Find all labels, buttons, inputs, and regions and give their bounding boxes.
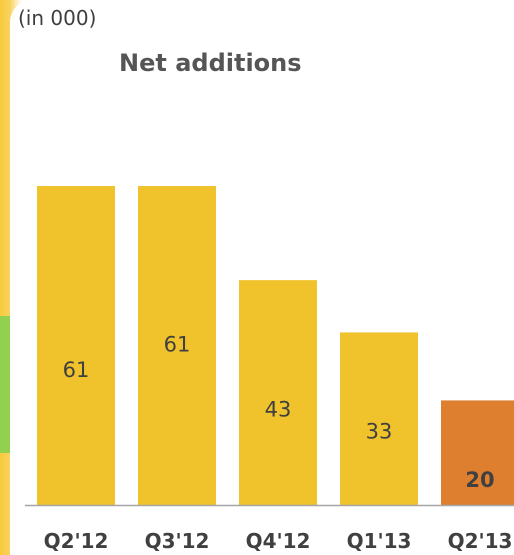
data-label-1: 61 <box>164 333 191 357</box>
chart-title: Net additions <box>119 49 302 77</box>
bar-4 <box>441 400 514 505</box>
x-tick-label-1: Q3'12 <box>145 529 210 553</box>
x-tick-label-3: Q1'13 <box>347 529 412 553</box>
data-label-4: 20 <box>465 468 494 492</box>
bar-2 <box>239 280 317 505</box>
bars-group <box>37 186 514 505</box>
data-label-0: 61 <box>63 358 90 382</box>
x-tick-label-2: Q4'12 <box>246 529 311 553</box>
x-tick-label-0: Q2'12 <box>44 529 109 553</box>
bar-3 <box>340 332 418 505</box>
data-label-2: 43 <box>265 398 292 422</box>
data-labels-group: 61 61 43 33 20 <box>63 333 495 493</box>
x-tick-labels-group: Q2'12 Q3'12 Q4'12 Q1'13 Q2'13 <box>44 529 513 553</box>
bar-0 <box>37 186 115 505</box>
data-label-3: 33 <box>366 420 393 444</box>
bar-1 <box>138 186 216 505</box>
x-tick-label-4: Q2'13 <box>448 529 513 553</box>
chart-unit-label: (in 000) <box>18 6 97 30</box>
